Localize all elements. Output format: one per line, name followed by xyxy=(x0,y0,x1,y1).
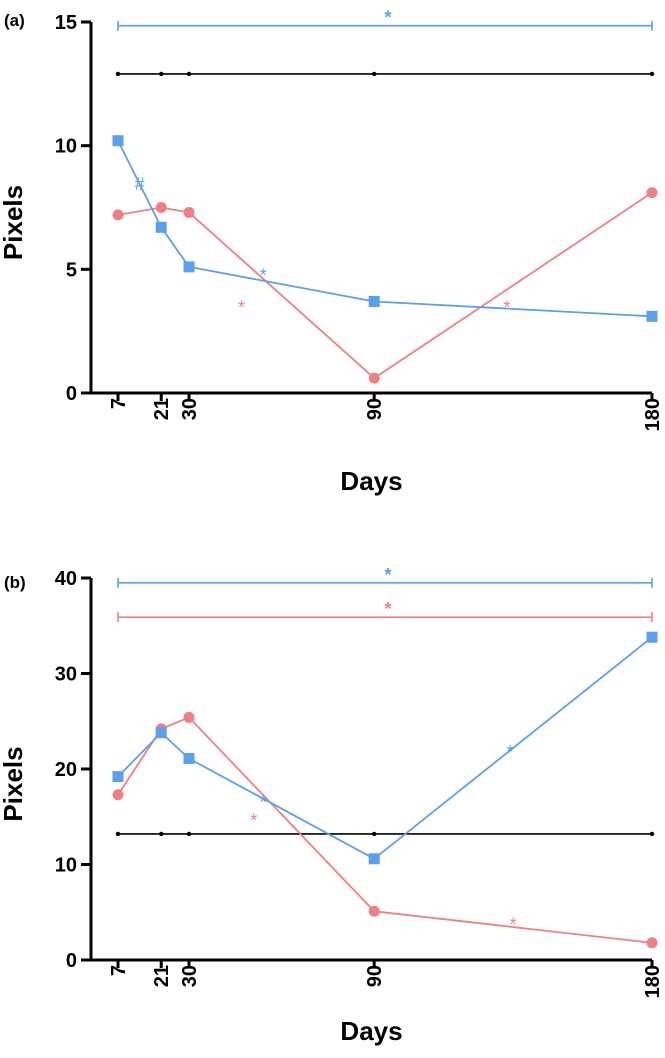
panel-a-x-tick-label: 180 xyxy=(642,398,664,431)
panel-a-series-blue-point xyxy=(646,310,658,322)
panel-b-x-tick-label: 7 xyxy=(108,965,130,976)
panel-b-annotation: * xyxy=(510,915,517,935)
panel-b-y-axis-title: Pixels xyxy=(0,746,28,821)
panel-b-label: (b) xyxy=(4,573,26,592)
panel-a-annotation: * xyxy=(238,297,245,317)
panel-b-bracket-node xyxy=(371,831,377,837)
panel-a-series-blue-line xyxy=(117,140,653,318)
panel-a-series-blue-point xyxy=(155,221,167,233)
panel-a-y-tick-label: 0 xyxy=(66,383,77,405)
panel-a-series-red-point xyxy=(183,206,195,218)
panel-b-series-red-line xyxy=(117,716,653,944)
panel-b-annotation: * xyxy=(250,811,257,831)
panel-a-y-axis-title: Pixels xyxy=(0,185,28,260)
panel-a-annotation: * xyxy=(503,297,510,317)
panel-a: (a) 0 5 10 15 7 21 30 90 180 Days Pixels * # * * * xyxy=(0,8,664,496)
panel-b-y-tick-label: 10 xyxy=(55,855,77,877)
panel-b-bracket-node xyxy=(649,831,655,837)
panel-a-x-tick-label: 30 xyxy=(179,398,201,420)
panel-a-series-red-point xyxy=(646,187,658,199)
panel-b-series-blue-point xyxy=(646,631,658,643)
panel-b-series-red-point xyxy=(646,937,658,949)
panel-b-bracket-node xyxy=(115,831,121,837)
panel-a-bracket-node xyxy=(159,71,164,77)
panel-a-series-blue-point xyxy=(183,261,195,273)
panel-a-label: (a) xyxy=(4,11,25,30)
panel-a-y-tick-label: 10 xyxy=(55,136,77,158)
panel-a-annotation: * xyxy=(260,265,267,285)
panel-b-annotation: * xyxy=(260,792,267,812)
panel-b-y-tick-label: 40 xyxy=(55,568,77,590)
panel-b-bracket-node xyxy=(186,831,192,837)
panel-b-series-blue-line xyxy=(117,636,653,860)
panel-b-series-red-point xyxy=(368,905,380,917)
panel-b-series-red-point xyxy=(183,711,195,723)
panel-a-series-blue-point xyxy=(368,295,380,307)
panel-b-y-tick-label: 0 xyxy=(66,950,77,972)
panel-a-x-tick-label: 7 xyxy=(108,398,130,409)
panel-a-x-axis-title: Days xyxy=(340,466,402,496)
panel-b-series-blue-point xyxy=(368,853,380,865)
panel-b-y-tick-label: 30 xyxy=(55,664,77,686)
panel-b-x-tick-label: 90 xyxy=(364,965,386,987)
panel-b-series-blue-point xyxy=(112,771,124,783)
panel-a-series-red-point xyxy=(112,209,124,221)
panel-a-annotation: # xyxy=(135,174,145,194)
panel-a-series-red-line xyxy=(117,191,653,380)
panel-b-x-axis-title: Days xyxy=(340,1016,402,1046)
panel-b-y-tick-label: 20 xyxy=(55,759,77,781)
panel-b-series-blue-point xyxy=(183,752,195,764)
panel-a-bracket-node xyxy=(649,71,655,77)
panel-b-bracket-label: * xyxy=(384,599,391,619)
panel-a-x-tick-label: 90 xyxy=(364,398,386,420)
panel-b-x-tick-label: 21 xyxy=(151,965,173,987)
panel-a-bracket-node xyxy=(115,71,121,77)
panel-a-y-tick-label: 5 xyxy=(66,259,77,281)
panel-b-series-red-point xyxy=(112,789,124,801)
panel-b-bracket-node xyxy=(159,831,164,837)
panel-a-y-tick-label: 15 xyxy=(55,12,77,34)
panel-a-x-tick-label: 21 xyxy=(151,398,173,420)
panel-b-x-tick-label: 180 xyxy=(642,965,664,998)
panel-b-annotation: * xyxy=(507,742,514,762)
panel-b-x-tick-label: 30 xyxy=(179,965,201,987)
panel-a-bracket-node xyxy=(371,71,377,77)
panel-a-series-red-point xyxy=(368,372,380,384)
panel-a-series-blue-point xyxy=(112,135,124,147)
panel-b-series-blue-point xyxy=(155,727,167,739)
panel-b-bracket-label: * xyxy=(384,565,391,585)
panel-a-bracket-label: * xyxy=(384,8,391,28)
panel-a-series-red-point xyxy=(155,202,167,213)
panel-a-bracket-node xyxy=(186,71,192,77)
